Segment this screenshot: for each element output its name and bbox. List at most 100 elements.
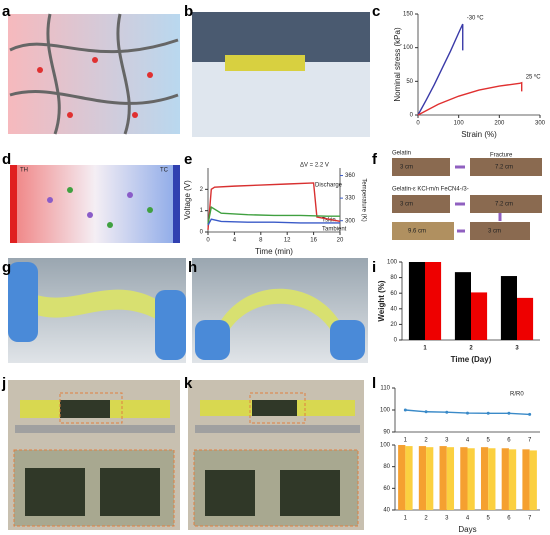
- y-tick-label: 50: [406, 79, 413, 85]
- x-tick-label: 7: [528, 438, 532, 444]
- panel-d: [10, 165, 180, 243]
- series-line: [207, 218, 340, 226]
- bar: [508, 449, 517, 510]
- axis-frame: [207, 168, 341, 233]
- annotation: ΔV = 2.2 V: [300, 163, 329, 169]
- x-tick-label: 4: [466, 516, 470, 522]
- x-tick-label: 2: [424, 438, 428, 444]
- y-tick-label: 80: [390, 275, 397, 281]
- photo-h: [192, 258, 368, 363]
- panel-f: [392, 158, 542, 240]
- photo-annotation: Fracture: [490, 153, 513, 159]
- y2-tick-label: 360: [345, 173, 356, 179]
- panel-label: f: [372, 151, 378, 168]
- bar: [418, 446, 427, 510]
- y-tick-label: 60: [383, 486, 390, 492]
- y-tick-label: 100: [380, 408, 391, 414]
- x-tick-label: 1: [404, 438, 408, 444]
- label-cold: TC: [160, 168, 169, 174]
- x-axis-label: Strain (%): [461, 130, 497, 139]
- x-tick-label: 0: [416, 121, 420, 127]
- y-tick-label: 40: [390, 306, 397, 312]
- y2-tick-label: 330: [345, 196, 356, 202]
- x-tick-label: 8: [259, 238, 263, 244]
- x-tick-label: 4: [466, 438, 470, 444]
- axis-frame: [417, 14, 540, 116]
- point: [424, 410, 428, 414]
- series-line: [417, 23, 464, 116]
- bar: [488, 448, 496, 510]
- bar: [467, 448, 475, 510]
- x-tick-label: 0: [206, 238, 210, 244]
- series-line: [417, 81, 523, 116]
- photo-annotation: 9.6 cm: [408, 229, 426, 235]
- bar: [446, 447, 455, 510]
- point: [403, 408, 407, 412]
- y-tick-label: 150: [403, 12, 414, 18]
- x-tick-label: 4: [233, 238, 237, 244]
- photo-annotation: Gelatin: [392, 151, 411, 157]
- label-hot: TH: [20, 168, 28, 174]
- y-axis-label: Nominal stress (kPa): [393, 27, 402, 102]
- x-tick-label: 16: [310, 238, 317, 244]
- y2-axis-label: Temperature (K): [360, 178, 366, 221]
- x-tick-label: 6: [507, 438, 511, 444]
- bar: [500, 276, 517, 340]
- y-tick-label: 100: [387, 260, 398, 266]
- y-tick-label: 60: [390, 291, 397, 297]
- bar: [517, 297, 534, 340]
- series-line: [207, 182, 341, 230]
- series-label: -30 ºC: [467, 15, 485, 22]
- series-label: 25 ºC: [526, 73, 542, 80]
- x-tick-label: 1: [404, 516, 408, 522]
- panel-a: [8, 13, 180, 135]
- x-tick-label: 7: [528, 516, 532, 522]
- x-tick-label: 200: [494, 121, 505, 127]
- point: [528, 412, 532, 416]
- panel-label: h: [188, 259, 197, 276]
- photo-k: [188, 380, 364, 530]
- annotation: Tskin: [322, 218, 336, 224]
- x-tick-label: 3: [445, 516, 449, 522]
- x-tick-label: 6: [507, 516, 511, 522]
- x-tick-label: 3: [515, 346, 519, 352]
- x-tick-label: 12: [284, 238, 291, 244]
- y-tick-label: 40: [383, 508, 390, 514]
- x-tick-label: 5: [487, 438, 491, 444]
- bar: [425, 262, 442, 340]
- x-tick-label: 1: [423, 346, 427, 352]
- y-tick-label: 0: [410, 113, 414, 119]
- bar: [480, 447, 489, 510]
- y-tick-label: 1: [200, 208, 204, 214]
- point: [445, 410, 449, 414]
- y-tick-label: 110: [380, 386, 390, 392]
- y-axis-label: Voltage (V): [183, 180, 192, 220]
- x-axis-label: Days: [458, 525, 476, 534]
- y-tick-label: 0: [394, 338, 398, 344]
- panel-label: a: [2, 3, 11, 20]
- photo-annotation: 3 cm: [488, 229, 501, 235]
- panel-label: l: [372, 375, 376, 392]
- y-tick-label: 100: [380, 443, 391, 449]
- panel-label: g: [2, 259, 11, 276]
- y-tick-label: 100: [403, 45, 414, 51]
- y-tick-label: 0: [200, 230, 204, 236]
- series-line: [207, 206, 340, 224]
- photo-annotation: 3 cm: [400, 202, 413, 208]
- annotation: Discharge: [315, 183, 343, 189]
- panel-label: e: [184, 151, 192, 168]
- bar: [408, 262, 425, 340]
- y2-tick-label: 300: [345, 218, 356, 224]
- panel-b: [192, 12, 370, 137]
- bar: [426, 447, 434, 510]
- photo-annotation: 7.2 cm: [495, 165, 513, 171]
- point: [507, 411, 511, 415]
- bar: [471, 292, 488, 340]
- x-tick-label: 2: [424, 516, 428, 522]
- annotation: Tambient: [322, 227, 347, 233]
- bar: [398, 445, 406, 510]
- panel-label: k: [184, 375, 193, 392]
- x-tick-label: 5: [487, 516, 491, 522]
- bar: [460, 447, 468, 510]
- x-axis-label: Time (min): [255, 247, 293, 256]
